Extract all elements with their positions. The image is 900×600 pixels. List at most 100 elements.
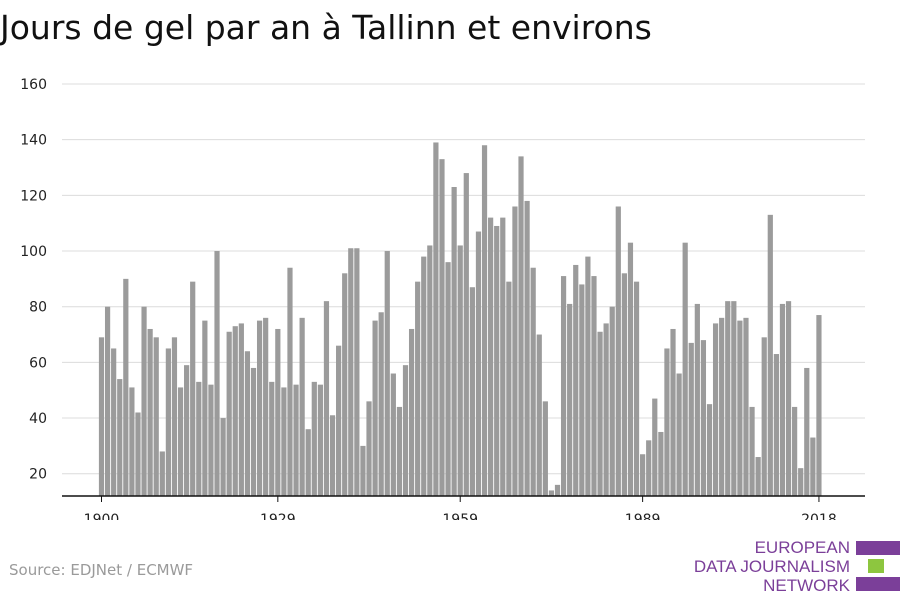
bar (202, 320, 208, 496)
logo-text-european: EUROPEAN (754, 538, 850, 557)
logo-bar-top (856, 541, 900, 555)
bar (694, 303, 700, 496)
bar (238, 323, 244, 496)
bar (299, 317, 305, 496)
bar (524, 200, 530, 497)
bar (785, 301, 792, 496)
y-tick-label: 140 (20, 133, 47, 149)
bar (135, 412, 141, 496)
bar (123, 278, 129, 496)
bar (798, 468, 804, 496)
x-tick-label: 1929 (260, 512, 296, 520)
bar (725, 301, 731, 496)
bar (597, 331, 603, 496)
logo-bar-middle (868, 559, 884, 573)
bar (773, 354, 779, 496)
bar (421, 256, 427, 496)
bar (384, 251, 390, 496)
bar (579, 284, 585, 496)
x-tick-label: 1989 (625, 512, 661, 520)
bar (256, 320, 263, 496)
bar (530, 267, 536, 496)
bar (214, 251, 220, 496)
source-credit: Source: EDJNet / ECMWF (9, 561, 194, 579)
bar (652, 398, 658, 496)
x-tick-label: 1959 (442, 512, 478, 520)
bar (171, 337, 178, 496)
bar (500, 217, 506, 496)
bar (287, 267, 293, 496)
logo-text-network: NETWORK (763, 576, 850, 595)
bar (664, 348, 670, 496)
bar (348, 248, 354, 496)
bar (147, 328, 153, 496)
bar (603, 323, 609, 496)
bar (646, 440, 652, 496)
y-tick-label: 120 (20, 188, 47, 204)
bar (159, 451, 165, 496)
bar (682, 242, 688, 496)
bar (749, 406, 755, 496)
bar (177, 387, 184, 496)
bar (743, 317, 749, 496)
x-tick-label: 1900 (84, 512, 120, 520)
bar (755, 457, 761, 496)
bar (804, 367, 810, 496)
y-tick-label: 20 (29, 467, 47, 483)
bar (360, 445, 366, 496)
bar (792, 406, 798, 496)
bar (378, 312, 384, 496)
bar (585, 256, 591, 496)
bar (439, 159, 445, 496)
bar (761, 337, 767, 496)
bar (688, 342, 694, 496)
bar (415, 281, 421, 496)
bar (366, 401, 372, 496)
bar (469, 287, 475, 496)
bar (731, 301, 737, 496)
gridlines (62, 83, 865, 475)
chart-title: Jours de gel par an à Tallinn et environ… (0, 8, 652, 47)
y-tick-label: 160 (20, 77, 47, 93)
bar (165, 348, 171, 496)
bar (591, 276, 597, 496)
bar (184, 365, 190, 496)
bar (767, 214, 773, 496)
bar (615, 206, 621, 497)
bar (609, 306, 615, 496)
x-axis-ticks: 1900 1929 1959 1989 2018 (84, 496, 837, 520)
bar (627, 242, 634, 496)
bar (329, 415, 336, 496)
bar (311, 381, 317, 496)
logo-text-data-journalism: DATA JOURNALISM (693, 557, 850, 576)
bar (779, 303, 786, 496)
bar (506, 281, 512, 496)
bar (250, 367, 257, 496)
bar (98, 337, 105, 496)
bar (475, 231, 482, 497)
bar (560, 276, 567, 496)
bar (700, 340, 707, 496)
bar (433, 142, 439, 496)
bar (488, 217, 494, 496)
y-tick-label: 100 (20, 244, 47, 260)
bar (658, 431, 664, 496)
bar (408, 328, 415, 496)
bar (396, 406, 403, 496)
bar (269, 381, 275, 496)
bar (402, 365, 409, 496)
bar (451, 187, 457, 496)
y-axis-ticks: 20 40 60 80 100 120 140 160 (20, 77, 47, 483)
frost-days-bar-chart: 1900 1929 1959 1989 2018 20 40 60 80 100 120 140 16… (20, 77, 865, 520)
bar (706, 404, 713, 496)
bar (548, 490, 555, 496)
bar (275, 328, 281, 496)
bar (390, 373, 396, 496)
y-tick-label: 40 (29, 411, 47, 427)
x-tick-label: 2018 (801, 512, 837, 520)
bar (117, 379, 123, 496)
bar (111, 348, 117, 496)
bar (427, 245, 433, 496)
bar (317, 384, 323, 496)
bar (196, 381, 202, 496)
